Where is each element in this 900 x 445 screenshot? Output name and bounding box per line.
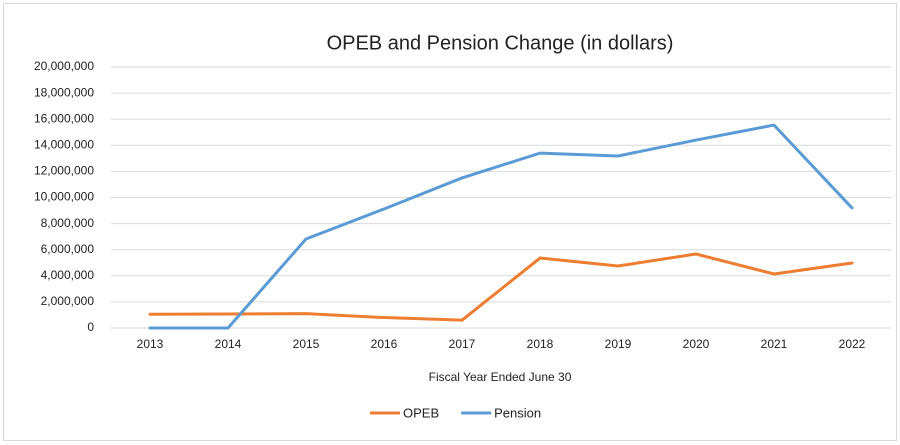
x-tick-label: 2015 xyxy=(293,337,320,351)
y-tick-label: 10,000,000 xyxy=(34,190,94,204)
legend-label: OPEB xyxy=(403,405,439,420)
series-line xyxy=(148,252,854,322)
y-tick-label: 8,000,000 xyxy=(41,216,95,230)
y-tick-label: 18,000,000 xyxy=(34,85,94,99)
x-tick-label: 2014 xyxy=(215,337,242,351)
chart-border xyxy=(3,3,897,441)
y-tick-label: 12,000,000 xyxy=(34,164,94,178)
x-tick-label: 2019 xyxy=(605,337,632,351)
y-tick-label: 6,000,000 xyxy=(41,242,95,256)
x-tick-label: 2020 xyxy=(683,337,710,351)
x-tick-label: 2017 xyxy=(449,337,476,351)
x-tick-label: 2016 xyxy=(371,337,398,351)
y-tick-label: 16,000,000 xyxy=(34,111,94,125)
chart-title: OPEB and Pension Change (in dollars) xyxy=(327,32,674,54)
x-tick-label: 2013 xyxy=(137,337,164,351)
y-tick-label: 20,000,000 xyxy=(34,59,94,73)
x-tick-label: 2022 xyxy=(839,337,866,351)
x-tick-label: 2018 xyxy=(527,337,554,351)
x-tick-label: 2021 xyxy=(761,337,788,351)
y-tick-label: 4,000,000 xyxy=(41,268,95,282)
y-tick-label: 2,000,000 xyxy=(41,294,95,308)
y-tick-label: 0 xyxy=(87,320,94,334)
y-tick-label: 14,000,000 xyxy=(34,137,94,151)
legend-label: Pension xyxy=(494,405,541,420)
x-axis-label: Fiscal Year Ended June 30 xyxy=(429,370,572,384)
series-line xyxy=(148,123,854,330)
